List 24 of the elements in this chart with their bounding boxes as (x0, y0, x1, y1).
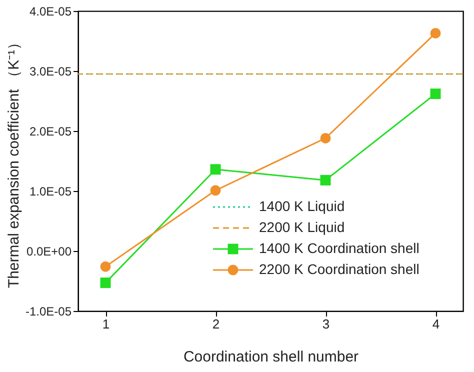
legend-label: 2200 K Liquid (259, 219, 345, 235)
x-tick-label: 2 (212, 316, 220, 332)
point (210, 164, 221, 175)
point (210, 185, 221, 196)
legend-label: 2200 K Coordination shell (259, 261, 420, 277)
point (320, 132, 331, 144)
x-axis-title: Coordination shell number (183, 348, 359, 366)
y-tick-label: 3.0E-05 (29, 64, 72, 78)
y-axis-title: Thermal expansion coefficient （K⁻¹） (5, 34, 22, 288)
legend-label: 1400 K Liquid (259, 198, 345, 214)
x-tick-label: 4 (432, 316, 440, 332)
y-tick-label: 0.0E+00 (26, 244, 72, 258)
x-tick-label: 1 (102, 316, 110, 332)
point (100, 261, 111, 272)
legend-label: 1400 K Coordination shell (259, 240, 420, 256)
y-tick-label: 2.0E-05 (29, 124, 72, 138)
point (100, 278, 111, 288)
point (430, 28, 441, 38)
x-tick-label: 3 (322, 316, 330, 332)
point (320, 174, 331, 186)
y-tick-label: 4.0E-05 (29, 4, 72, 18)
y-tick-label: 1.0E-05 (29, 184, 72, 198)
y-tick-label: -1.0E-05 (25, 304, 72, 318)
point (430, 88, 441, 100)
